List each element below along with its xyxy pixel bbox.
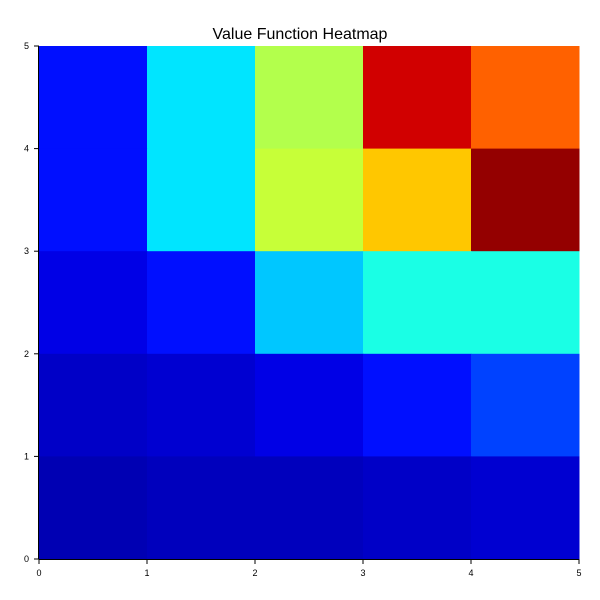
y-tick-label-4: 4 (24, 144, 29, 154)
heatmap-cell-r3-c1 (147, 353, 256, 457)
y-tick-label-5: 5 (24, 41, 29, 51)
heatmap-cell-r4-c3 (363, 456, 472, 560)
heatmap-cell-r3-c0 (39, 353, 148, 457)
y-tick-label-0: 0 (24, 554, 29, 564)
heatmap-cell-r0-c1 (147, 46, 256, 150)
heatmap-cell-r3-c3 (363, 353, 472, 457)
y-tick-label-2: 2 (24, 349, 29, 359)
heatmap-cell-r1-c1 (147, 148, 256, 252)
x-tick-label-2: 2 (252, 568, 257, 578)
axes: 0 1 2 3 4 5 0 1 2 3 4 5 (24, 41, 582, 578)
heatmap-cell-r2-c3 (363, 251, 472, 355)
heatmap-cell-r1-c3 (363, 148, 472, 252)
y-tick-label-3: 3 (24, 246, 29, 256)
x-tick-label-3: 3 (360, 568, 365, 578)
x-tick-label-5: 5 (576, 568, 581, 578)
heatmap-cells (39, 46, 580, 560)
heatmap-cell-r1-c2 (255, 148, 364, 252)
heatmap-cell-r1-c0 (39, 148, 148, 252)
heatmap-cell-r0-c3 (363, 46, 472, 150)
heatmap-cell-r0-c0 (39, 46, 148, 150)
heatmap-cell-r4-c0 (39, 456, 148, 560)
heatmap-cell-r2-c4 (471, 251, 580, 355)
heatmap-cell-r1-c4 (471, 148, 580, 252)
x-tick-label-1: 1 (144, 568, 149, 578)
heatmap-cell-r2-c0 (39, 251, 148, 355)
heatmap-cell-r4-c4 (471, 456, 580, 560)
heatmap-cell-r2-c1 (147, 251, 256, 355)
heatmap-cell-r3-c4 (471, 353, 580, 457)
heatmap-cell-r3-c2 (255, 353, 364, 457)
heatmap-cell-r0-c4 (471, 46, 580, 150)
heatmap-cell-r4-c1 (147, 456, 256, 560)
chart-title: Value Function Heatmap (213, 26, 388, 43)
x-tick-label-0: 0 (36, 568, 41, 578)
x-tick-label-4: 4 (468, 568, 473, 578)
y-tick-label-1: 1 (24, 451, 29, 461)
heatmap-cell-r0-c2 (255, 46, 364, 150)
heatmap-cell-r4-c2 (255, 456, 364, 560)
heatmap-cell-r2-c2 (255, 251, 364, 355)
